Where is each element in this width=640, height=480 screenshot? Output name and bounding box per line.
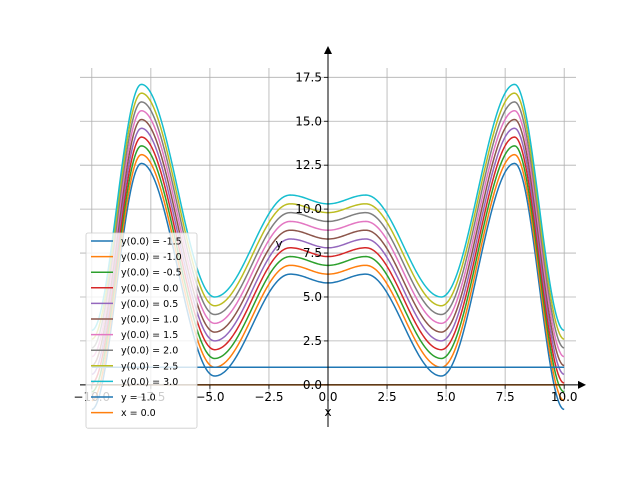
x-tick-label-4: 0.0	[318, 390, 337, 404]
y-axis-arrow	[324, 46, 332, 54]
x-tick-label-6: 5.0	[437, 390, 456, 404]
x-tick-label-3: −2.5	[254, 390, 283, 404]
x-axis-arrow	[578, 380, 586, 389]
x-tick-label-2: −5.0	[195, 390, 224, 404]
legend-label-1: y(0.0) = -1.0	[121, 252, 182, 263]
y-axis-label: y	[275, 237, 282, 251]
y-tick-label-3: 7.5	[303, 246, 322, 260]
x-tick-label-5: 2.5	[378, 390, 397, 404]
legend-label-9: y(0.0) = 3.0	[121, 377, 178, 388]
x-tick-label-8: 10.0	[551, 390, 578, 404]
y-tick-label-4: 10.0	[295, 202, 322, 216]
legend-label-5: y(0.0) = 1.0	[121, 315, 178, 326]
y-tick-label-6: 15.0	[295, 114, 322, 128]
legend-label-10: y = 1.0	[121, 393, 156, 404]
legend-label-0: y(0.0) = -1.5	[121, 237, 182, 248]
y-tick-label-1: 2.5	[303, 334, 322, 348]
legend: y(0.0) = -1.5 y(0.0) = -1.0 y(0.0) = -0.5 y…	[85, 232, 198, 429]
legend-label-3: y(0.0) = 0.0	[121, 283, 178, 294]
legend-label-7: y(0.0) = 2.0	[121, 346, 178, 357]
y-tick-label-7: 17.5	[295, 70, 322, 84]
y-tick-label-0: 0.0	[303, 378, 322, 392]
y-tick-label-2: 5.0	[303, 290, 322, 304]
legend-label-11: x = 0.0	[121, 408, 156, 419]
legend-label-6: y(0.0) = 1.5	[121, 330, 178, 341]
legend-box	[85, 232, 198, 429]
y-tick-label-5: 12.5	[295, 158, 322, 172]
x-axis-label: x	[324, 405, 331, 419]
legend-label-8: y(0.0) = 2.5	[121, 361, 178, 372]
x-tick-label-7: 7.5	[496, 390, 515, 404]
legend-label-2: y(0.0) = -0.5	[121, 268, 182, 279]
legend-label-4: y(0.0) = 0.5	[121, 299, 178, 310]
